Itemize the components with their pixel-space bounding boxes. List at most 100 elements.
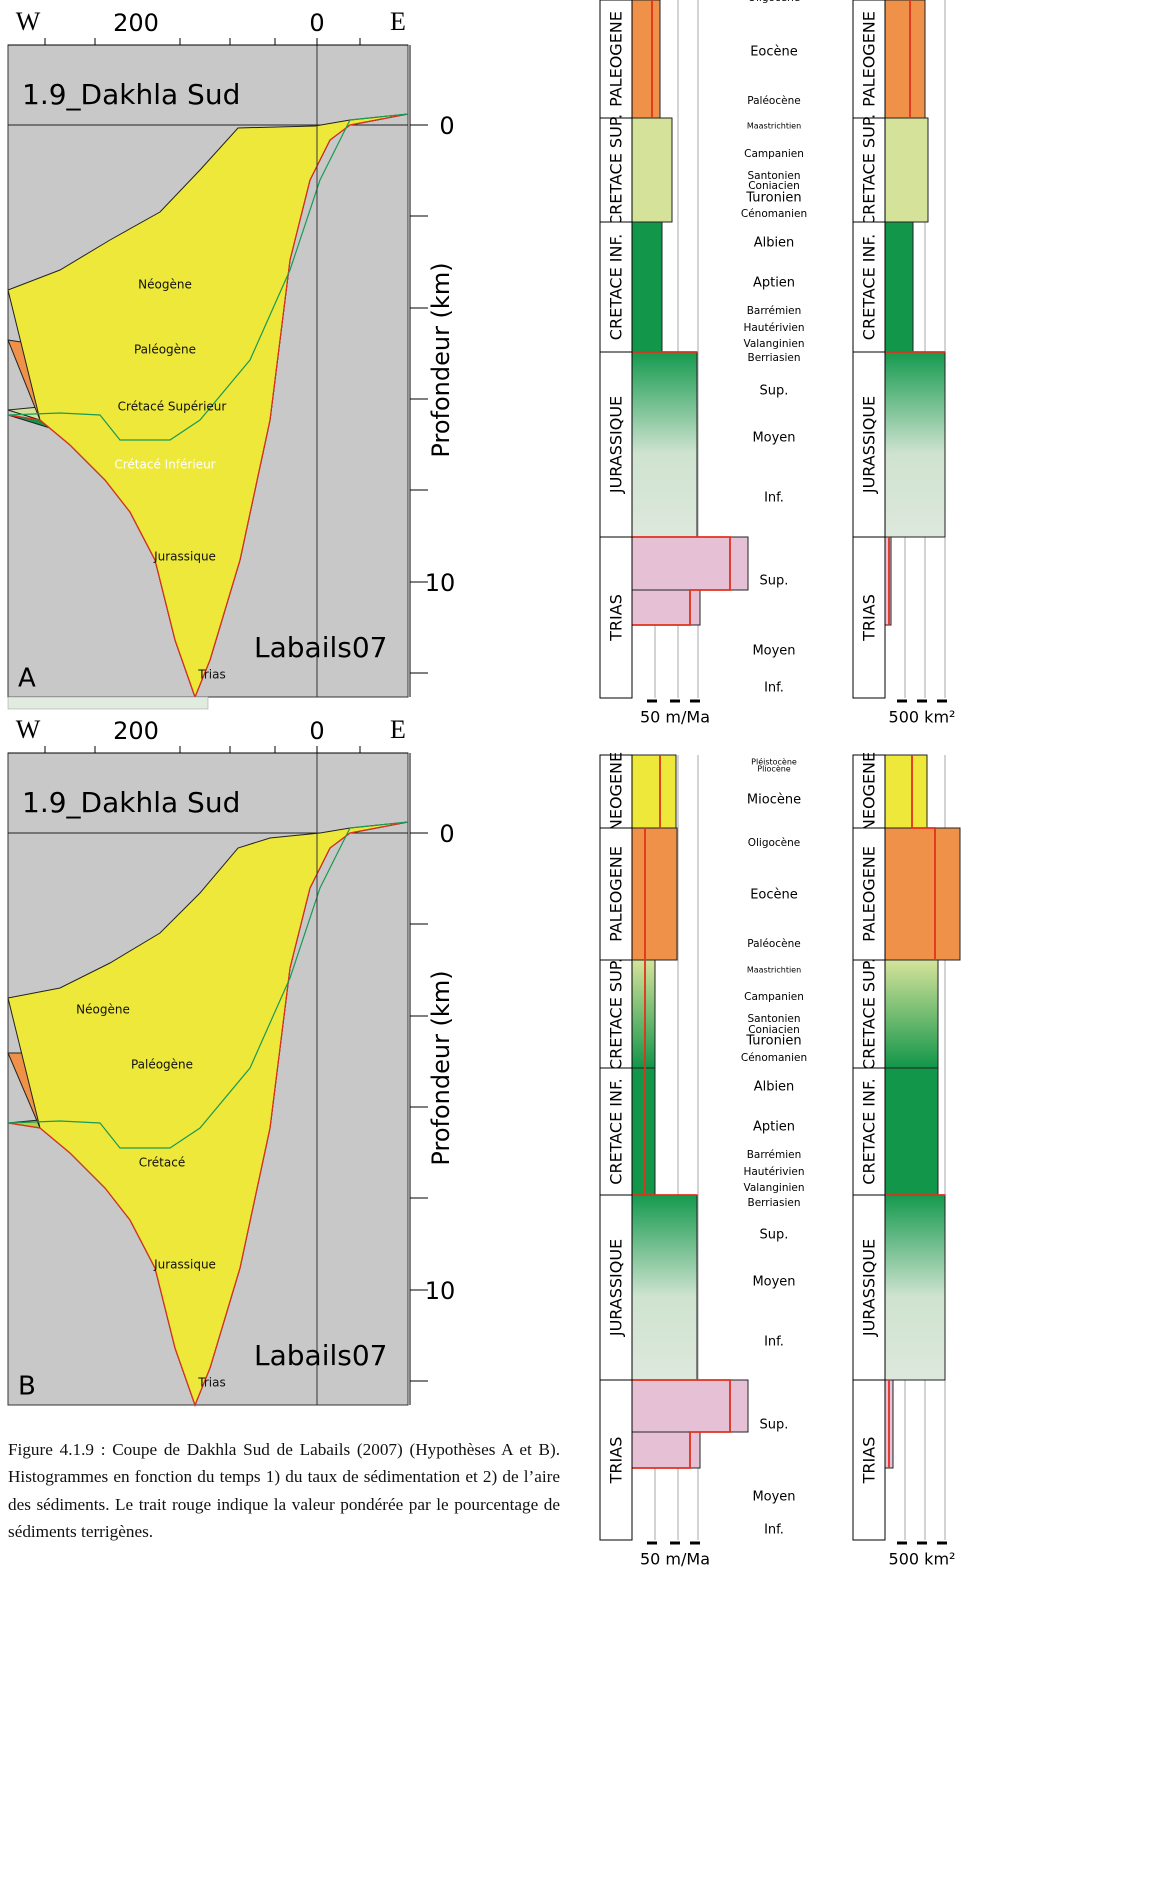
panel-letter: A	[18, 664, 36, 694]
depth-tick-label: 10	[425, 1277, 456, 1305]
depth-tick-label: 0	[439, 820, 454, 848]
period-box	[599, 0, 633, 119]
section-title: 1.9_Dakhla Sud	[22, 78, 240, 111]
stage-label: Berriasien	[748, 352, 801, 364]
stage-label: Moyen	[752, 1275, 795, 1290]
period-label: JURASSIQUE	[860, 396, 879, 494]
weighted-line	[885, 755, 945, 1468]
source-label: Labails07	[254, 1339, 387, 1372]
stage-label: Maastrichtien	[747, 966, 801, 975]
period-label: CRETACE INF.	[860, 1078, 879, 1184]
period-box	[852, 1067, 886, 1196]
stage-label: Sup.	[760, 574, 789, 589]
stage-label: Moyen	[752, 644, 795, 659]
bar	[631, 221, 663, 353]
x-axis-label: E	[390, 7, 406, 36]
stage-label: Barrémien	[747, 305, 802, 317]
period-label: CRETACE SUP.	[607, 958, 626, 1070]
stage-label: Turonien	[745, 191, 801, 206]
stage-label: Sup.	[760, 1228, 789, 1243]
period-label: NEOGENE	[860, 752, 879, 831]
panel-letter: B	[18, 1372, 36, 1402]
stage-label: Oligocène	[748, 837, 801, 849]
period-box	[852, 536, 886, 699]
stage-label: Aptien	[753, 1120, 795, 1135]
bar	[884, 117, 929, 223]
stage-label: Sup.	[760, 384, 789, 399]
depth-label: Profondeur (km)	[427, 262, 455, 457]
x-axis-label: W	[16, 7, 41, 36]
stage-label: Berriasien	[748, 1197, 801, 1209]
period-label: PALEOGENE	[607, 11, 626, 107]
stage-label: Albien	[754, 1080, 795, 1095]
stage-label: Paléocène	[747, 95, 800, 107]
stage-label: Campanien	[744, 991, 804, 1003]
stage-label: Coniacien	[748, 1024, 800, 1036]
stage-label: Pliocène	[757, 764, 791, 774]
layer-label: Paléogène	[131, 1058, 193, 1072]
x-axis-label: 200	[113, 9, 159, 37]
layer-label: Néogène	[138, 278, 192, 292]
period-box	[852, 1379, 886, 1541]
period-box	[852, 221, 886, 353]
scale-strip	[7, 696, 209, 710]
x-axis-label: W	[16, 715, 41, 744]
stage-label: Cénomanien	[741, 208, 807, 220]
stage-label: Albien	[754, 236, 795, 251]
period-label: PALEOGENE	[607, 846, 626, 942]
period-box	[599, 351, 633, 538]
scale-label: 50 m/Ma	[640, 1550, 710, 1569]
layer-label: Jurassique	[153, 1258, 216, 1272]
bar	[631, 754, 677, 829]
bar	[631, 1194, 698, 1381]
period-label: CRETACE SUP.	[860, 114, 879, 226]
period-label: CRETACE INF.	[860, 234, 879, 340]
x-axis-label: E	[390, 715, 406, 744]
period-label: JURASSIQUE	[860, 1239, 879, 1337]
period-box	[852, 0, 886, 119]
stage-label: Campanien	[744, 148, 804, 160]
bar	[631, 0, 661, 119]
scale-label: 50 m/Ma	[640, 708, 710, 727]
layer-label: Jurassique	[153, 550, 216, 564]
depth-tick-label: 0	[439, 112, 454, 140]
period-box	[852, 117, 886, 223]
stage-label: Maastrichtien	[747, 122, 801, 131]
bar	[884, 0, 926, 119]
layer-label: Trias	[197, 668, 225, 682]
basement-line	[7, 113, 409, 699]
period-label: CRETACE INF.	[607, 234, 626, 340]
layer-label: Néogène	[76, 1003, 130, 1017]
stage-label: Eocène	[750, 45, 798, 60]
period-box	[599, 536, 633, 699]
stage-label: Moyen	[752, 431, 795, 446]
stage-label: Inf.	[764, 1523, 784, 1538]
stage-label: Santonien	[748, 1013, 801, 1025]
bar	[631, 959, 656, 1069]
period-label: NEOGENE	[607, 752, 626, 831]
trend-line	[7, 113, 409, 441]
period-label: TRIAS	[607, 594, 626, 642]
bar	[884, 536, 892, 626]
stage-label: Santonien	[748, 170, 801, 182]
scale-label: 500 km²	[889, 708, 956, 727]
weighted-line	[885, 0, 945, 625]
x-axis-label: 200	[113, 717, 159, 745]
stage-label: Cénomanien	[741, 1052, 807, 1064]
period-label: PALEOGENE	[860, 846, 879, 942]
stage-label: Oligocène	[748, 0, 801, 4]
bar	[631, 1067, 656, 1196]
period-box	[599, 827, 633, 961]
stage-label: Inf.	[764, 491, 784, 506]
bar	[884, 221, 914, 353]
stage-label: Valanginien	[743, 1182, 804, 1194]
stage-label: Barrémien	[747, 1149, 802, 1161]
weighted-line	[632, 0, 731, 626]
section-title: 1.9_Dakhla Sud	[22, 786, 240, 819]
stage-label: Hautérivien	[743, 322, 804, 334]
depth-label: Profondeur (km)	[427, 970, 455, 1165]
stage-label: Inf.	[764, 1335, 784, 1350]
period-label: TRIAS	[860, 594, 879, 642]
trend-line	[7, 821, 409, 1149]
